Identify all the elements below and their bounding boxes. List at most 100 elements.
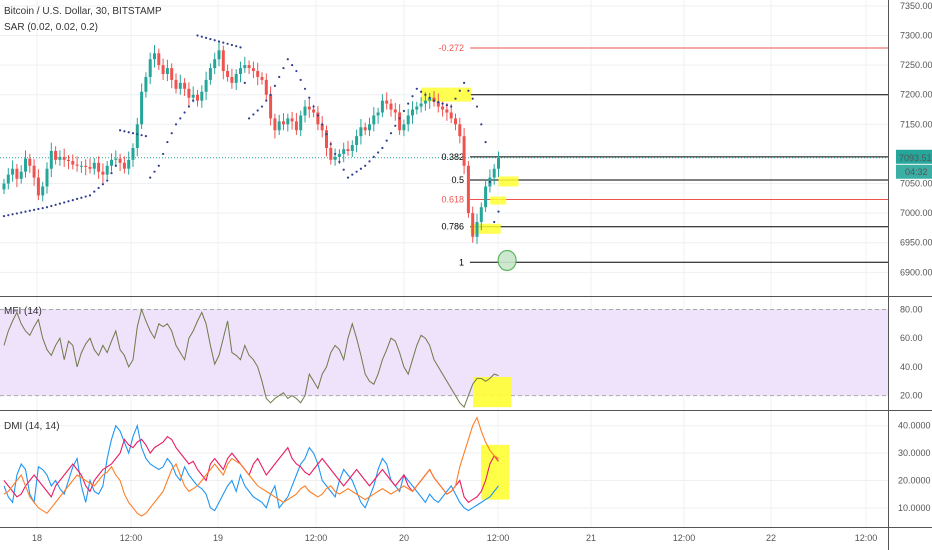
candle-body: [277, 121, 281, 131]
candle-body: [170, 68, 174, 80]
price-axis-tick: 7150.00: [900, 119, 932, 129]
sar-dot: [385, 139, 388, 142]
sar-dot: [463, 81, 466, 84]
candle-body: [32, 165, 36, 178]
sar-dot: [402, 109, 405, 113]
sar-dot: [308, 96, 311, 99]
candle-body: [479, 207, 483, 222]
time-axis-tick: 12:00: [487, 533, 510, 543]
sar-dot: [213, 39, 216, 42]
candle-body: [6, 174, 10, 184]
sar-dot: [372, 155, 375, 158]
fib-level-label: 0.786: [441, 222, 464, 232]
sar-dot: [110, 172, 113, 175]
sar-dot: [71, 198, 74, 202]
candle-body: [234, 74, 238, 83]
sar-dot: [2, 214, 6, 218]
price-axis-tick: 7200.00: [900, 90, 932, 100]
candle-body: [411, 109, 414, 116]
candle-body: [471, 213, 475, 237]
sar-dot: [230, 43, 233, 47]
candle-body: [11, 168, 15, 175]
candle-body: [19, 171, 23, 179]
candle-body: [363, 127, 367, 131]
candle-body: [140, 91, 144, 125]
sar-dot: [119, 129, 122, 132]
dmi-legend[interactable]: DMI (14, 14): [4, 421, 60, 432]
candle-body: [204, 79, 208, 92]
mfi-axis-tick: 80.00: [900, 304, 923, 314]
candle-body: [118, 158, 122, 163]
candle-body: [135, 124, 139, 148]
sar-dot: [260, 105, 264, 108]
symbol-legend[interactable]: Bitcoin / U.S. Dollar, 30, BITSTAMP: [4, 6, 162, 17]
candle-body: [239, 68, 242, 74]
dmi-axis-tick: 20.0000: [898, 475, 931, 485]
candle-body: [423, 100, 427, 104]
mfi-legend[interactable]: MFI (14): [4, 306, 42, 317]
candle-body: [264, 79, 268, 95]
sar-dot: [475, 105, 479, 108]
sar-dot: [316, 114, 319, 117]
sar-dot: [312, 105, 315, 108]
sar-dot: [321, 123, 324, 126]
mfi-highlight-box: [473, 376, 512, 408]
sar-dot: [93, 190, 96, 193]
sar-legend[interactable]: SAR (0.02, 0.02, 0.2): [4, 22, 98, 33]
candle-body: [226, 71, 230, 77]
time-axis-tick: 18: [32, 533, 42, 543]
candle-body: [144, 76, 148, 92]
candle-body: [157, 53, 161, 66]
sar-dot: [209, 37, 212, 41]
candle-body: [458, 124, 462, 137]
sar-dot: [166, 140, 169, 144]
sar-dot: [437, 101, 440, 104]
sar-dot: [325, 133, 328, 136]
sar-dot: [235, 45, 238, 48]
sar-dot: [45, 206, 49, 209]
sar-dot: [450, 105, 453, 108]
sar-dot: [471, 97, 474, 100]
candle-body: [2, 183, 6, 190]
sar-dot: [127, 131, 130, 134]
sar-dot: [196, 34, 199, 37]
sar-dot: [33, 208, 36, 211]
fib-level-label: 0.382: [441, 152, 464, 162]
sar-dot: [97, 186, 100, 190]
candle-body: [200, 91, 204, 101]
sar-dot: [256, 109, 259, 112]
mfi-axis-tick: 40.00: [900, 362, 923, 372]
candle-body: [183, 82, 187, 89]
candle-body: [15, 168, 19, 179]
candle-body: [54, 150, 58, 160]
time-axis-tick: 12:00: [120, 533, 143, 543]
candle-body: [273, 118, 277, 131]
candle-body: [92, 162, 96, 169]
sar-dot: [334, 152, 337, 156]
sar-dot: [50, 204, 53, 208]
candle-body: [355, 136, 359, 146]
candle-body: [28, 158, 32, 166]
sar-dot: [346, 176, 350, 179]
dmi-axis-tick: 40.0000: [898, 421, 931, 431]
sar-dot: [58, 202, 62, 205]
sar-dot: [411, 95, 414, 98]
sar-dot: [480, 123, 483, 126]
candle-body: [41, 186, 45, 196]
sar-dot: [432, 99, 436, 102]
sar-dot: [67, 200, 70, 203]
sar-dot: [20, 211, 23, 214]
candle-body: [398, 112, 402, 131]
time-axis-tick: 12:00: [305, 533, 328, 543]
fib-level-label: 1: [459, 257, 464, 267]
price-axis-tick: 7350.00: [900, 1, 932, 11]
ellipse-annotation: [497, 249, 517, 272]
sar-dot: [265, 99, 268, 102]
candle-body: [62, 156, 66, 160]
sar-dot: [407, 102, 410, 105]
candle-body: [196, 94, 199, 101]
candle-body: [75, 164, 79, 166]
dmi-plus-line: [3, 423, 499, 512]
candle-body: [402, 124, 406, 131]
